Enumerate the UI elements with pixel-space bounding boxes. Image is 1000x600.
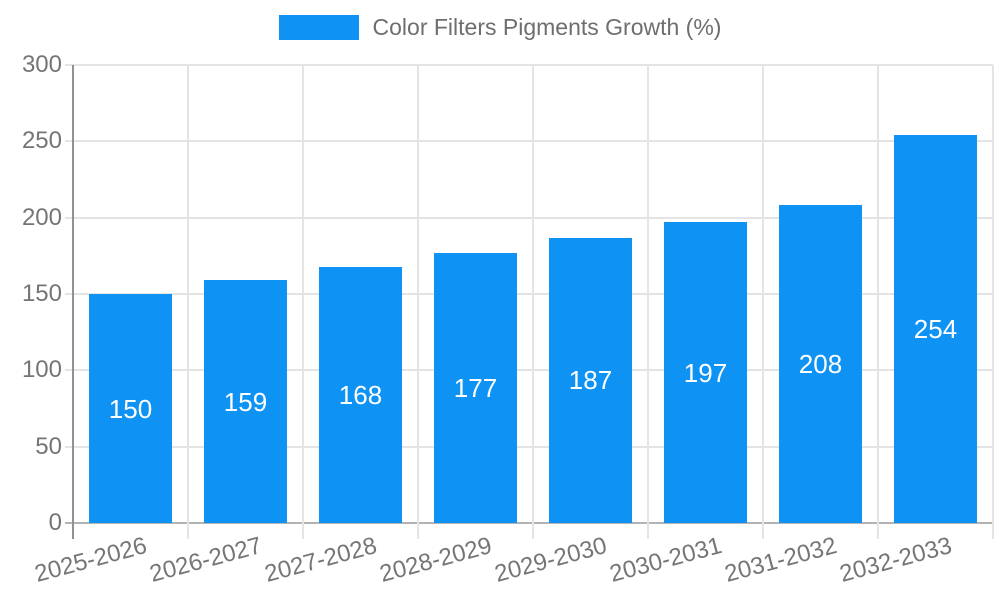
bar-value-label: 159 bbox=[223, 386, 268, 417]
y-tick-label: 250 bbox=[21, 127, 62, 155]
y-gridline bbox=[65, 140, 993, 143]
bar-2031-2032[interactable]: 208 bbox=[779, 205, 862, 523]
y-tick-label: 150 bbox=[21, 280, 62, 307]
bar-value-label: 177 bbox=[453, 372, 498, 403]
y-tick-label: 50 bbox=[35, 432, 62, 460]
bar-2027-2028[interactable]: 168 bbox=[319, 266, 402, 523]
y-tick-label: 0 bbox=[48, 509, 62, 536]
y-axis-line bbox=[72, 65, 74, 539]
x-gridline bbox=[762, 65, 764, 539]
x-gridline bbox=[992, 65, 994, 539]
y-tick-label: 100 bbox=[21, 356, 62, 384]
x-gridline bbox=[532, 65, 534, 539]
y-gridline bbox=[65, 369, 993, 372]
y-tick-label: 200 bbox=[21, 203, 62, 231]
x-gridline bbox=[877, 65, 879, 539]
bar-2028-2029[interactable]: 177 bbox=[434, 252, 517, 523]
bar-value-label: 208 bbox=[798, 349, 843, 380]
x-gridline bbox=[187, 65, 189, 539]
y-gridline bbox=[65, 293, 993, 295]
bar-2026-2027[interactable]: 159 bbox=[204, 280, 287, 523]
bar-value-label: 254 bbox=[913, 314, 958, 345]
y-gridline bbox=[65, 216, 993, 219]
bar-2032-2033[interactable]: 254 bbox=[894, 135, 977, 523]
bar-value-label: 168 bbox=[338, 379, 383, 410]
y-tick-label: 300 bbox=[21, 51, 62, 78]
bar-value-label: 187 bbox=[568, 365, 613, 396]
x-gridline bbox=[417, 65, 419, 539]
y-gridline bbox=[65, 64, 993, 66]
y-gridline bbox=[65, 445, 993, 448]
x-gridline bbox=[302, 65, 304, 539]
bar-value-label: 150 bbox=[108, 393, 153, 424]
x-axis-baseline bbox=[65, 522, 993, 524]
legend-swatch bbox=[278, 15, 359, 40]
bar-value-label: 197 bbox=[683, 357, 728, 388]
bar-2025-2026[interactable]: 150 bbox=[89, 294, 172, 523]
legend-label: Color Filters Pigments Growth (%) bbox=[372, 14, 722, 40]
chart-legend[interactable]: Color Filters Pigments Growth (%) bbox=[0, 14, 1000, 41]
bar-2029-2030[interactable]: 187 bbox=[549, 237, 632, 523]
x-gridline bbox=[647, 65, 649, 539]
bar-2030-2031[interactable]: 197 bbox=[664, 222, 747, 523]
